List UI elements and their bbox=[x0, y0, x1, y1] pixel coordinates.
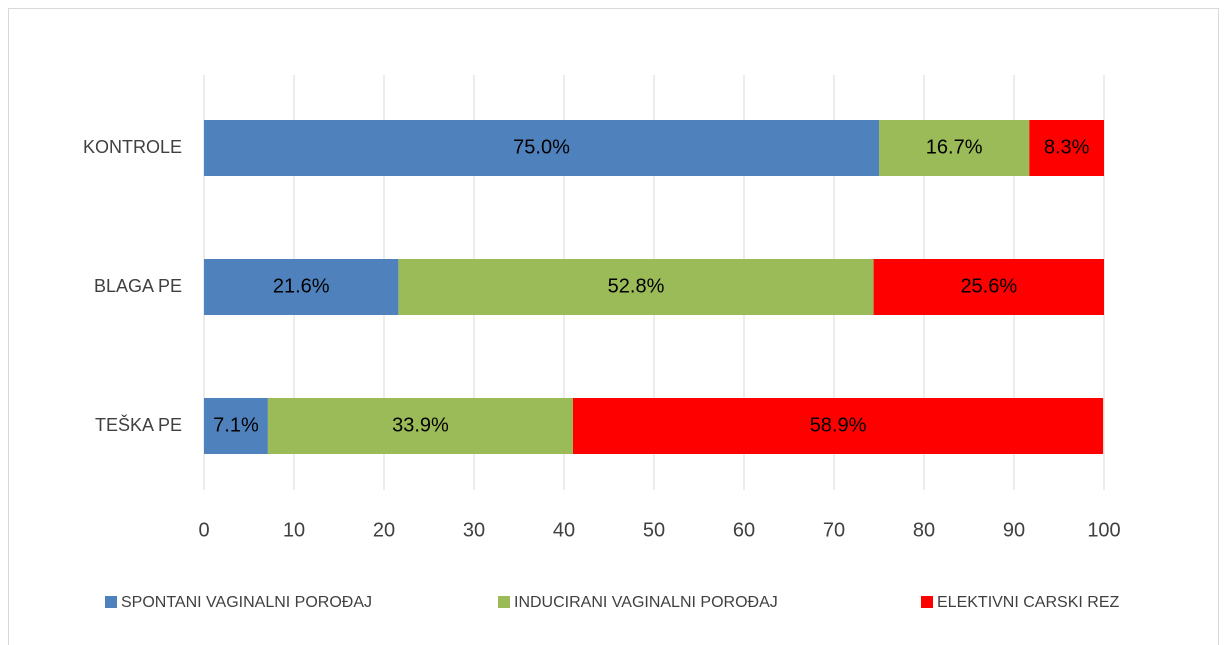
bar-segment bbox=[204, 120, 879, 176]
data-label: 25.6% bbox=[960, 275, 1017, 297]
bar-segment bbox=[204, 398, 268, 454]
legend-swatch bbox=[498, 596, 510, 608]
x-tick-label: 30 bbox=[463, 519, 485, 541]
legend-label: INDUCIRANI VAGINALNI POROĐAJ bbox=[514, 594, 778, 611]
data-label: 16.7% bbox=[926, 136, 983, 158]
bar-segment bbox=[573, 398, 1104, 454]
data-label: 7.1% bbox=[213, 414, 259, 436]
data-label: 21.6% bbox=[273, 275, 330, 297]
x-tick-label: 10 bbox=[283, 519, 305, 541]
data-label: 8.3% bbox=[1044, 136, 1090, 158]
x-tick-label: 80 bbox=[913, 519, 935, 541]
data-label: 33.9% bbox=[392, 414, 449, 436]
x-tick-label: 50 bbox=[643, 519, 665, 541]
data-label: 75.0% bbox=[513, 136, 570, 158]
y-tick-label: BLAGA PE bbox=[94, 276, 182, 296]
bar-segment bbox=[204, 259, 399, 315]
legend-label: SPONTANI VAGINALNI POROĐAJ bbox=[121, 594, 372, 611]
legend-label: ELEKTIVNI CARSKI REZ bbox=[937, 594, 1119, 611]
chart-frame bbox=[8, 8, 1219, 645]
data-label: 52.8% bbox=[608, 275, 665, 297]
x-tick-label: 90 bbox=[1003, 519, 1025, 541]
x-tick-label: 0 bbox=[198, 519, 209, 541]
bar-segment bbox=[879, 120, 1030, 176]
legend-swatch bbox=[921, 596, 933, 608]
x-tick-label: 40 bbox=[553, 519, 575, 541]
bar-segment bbox=[267, 398, 573, 454]
bar-segment bbox=[1029, 120, 1104, 176]
x-tick-label: 20 bbox=[373, 519, 395, 541]
y-tick-label: TEŠKA PE bbox=[95, 414, 182, 435]
bar-segment bbox=[398, 259, 874, 315]
legend-swatch bbox=[105, 596, 117, 608]
data-label: 58.9% bbox=[810, 414, 867, 436]
x-tick-label: 70 bbox=[823, 519, 845, 541]
x-tick-label: 60 bbox=[733, 519, 755, 541]
bar-segment bbox=[873, 259, 1104, 315]
y-tick-label: KONTROLE bbox=[83, 137, 182, 157]
x-tick-label: 100 bbox=[1087, 519, 1120, 541]
